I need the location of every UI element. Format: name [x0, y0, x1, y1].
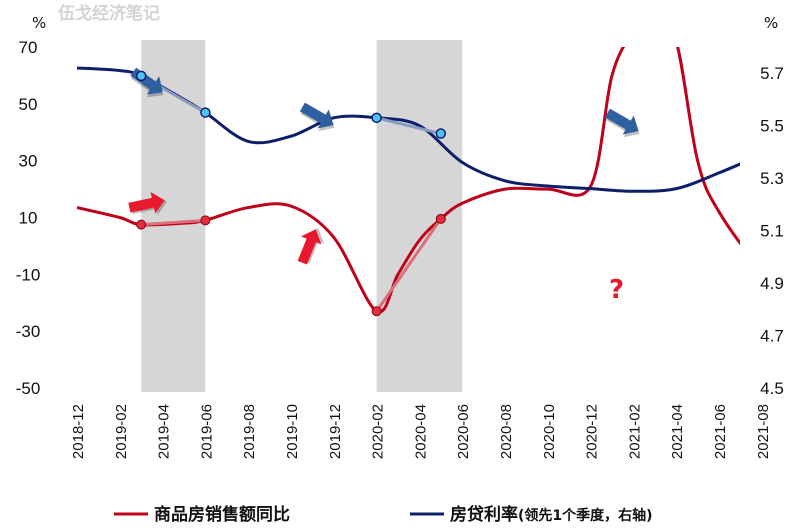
- x-tick-0: 2018-12: [70, 404, 87, 459]
- x-tick-15: 2021-06: [712, 404, 729, 459]
- right-tick-1: 5.5: [760, 117, 784, 136]
- blue-point-0: [135, 70, 147, 82]
- legend-label-sales: 商品房销售额同比: [154, 504, 290, 525]
- x-tick-6: 2019-12: [327, 404, 344, 459]
- red-highlight-0: [139, 218, 207, 227]
- right-axis-ticks: 5.7 5.5 5.3 5.1 4.9 4.7 4.5: [760, 64, 784, 398]
- x-tick-10: 2020-08: [498, 404, 515, 459]
- blue-highlight-1: [375, 116, 443, 136]
- left-tick-4: -10: [16, 265, 41, 284]
- right-tick-2: 5.3: [760, 169, 784, 188]
- shaded-periods: [141, 40, 463, 392]
- x-tick-17: 2021-10: [798, 404, 800, 459]
- arrow-up-2020: [297, 228, 325, 265]
- right-axis-unit: %: [764, 14, 778, 32]
- series-markers: [135, 70, 447, 317]
- series-line-0: [76, 47, 740, 314]
- right-tick-5: 4.7: [760, 327, 784, 346]
- left-tick-0: 70: [19, 38, 38, 57]
- watermark: 伍戈经济笔记: [57, 3, 160, 24]
- shaded-period-1: [376, 40, 463, 392]
- red-point-0: [136, 219, 147, 230]
- red-highlight-1: [375, 217, 443, 313]
- question-annotation: ?: [609, 275, 624, 305]
- x-tick-8: 2020-04: [412, 404, 429, 459]
- x-tick-5: 2019-10: [284, 404, 301, 459]
- x-tick-2: 2019-04: [156, 404, 173, 459]
- x-tick-9: 2020-06: [455, 404, 472, 459]
- arrow-up-2019: [128, 191, 167, 216]
- right-tick-6: 4.5: [760, 379, 784, 398]
- right-tick-3: 5.1: [760, 222, 784, 241]
- blue-point-3: [435, 128, 447, 139]
- left-tick-6: -50: [16, 379, 41, 398]
- blue-point-2: [371, 112, 382, 124]
- left-tick-5: -30: [16, 322, 41, 341]
- legend-label-mortgage-rate-note: (领先1个季度，右轴): [518, 507, 653, 524]
- arrow-down-2020: [299, 102, 335, 132]
- left-tick-3: 10: [19, 209, 38, 228]
- red-point-3: [435, 213, 446, 224]
- x-tick-3: 2019-06: [198, 404, 215, 459]
- left-tick-1: 50: [19, 95, 38, 114]
- legend: 商品房销售额同比 房贷利率(领先1个季度，右轴): [114, 504, 653, 525]
- arrow-down-2022-body: [604, 108, 639, 135]
- x-tick-4: 2019-08: [241, 404, 258, 459]
- x-tick-13: 2021-02: [626, 404, 643, 459]
- right-tick-4: 4.9: [760, 274, 784, 293]
- legend-label-mortgage-rate: 房贷利率(领先1个季度，右轴): [450, 504, 653, 525]
- blue-point-1: [200, 107, 211, 118]
- x-axis-ticks: 2018-12 2019-02 2019-04 2019-06 2019-08 2019-…: [70, 404, 800, 459]
- arrow-down-2020-body: [299, 102, 334, 129]
- left-tick-2: 30: [19, 152, 38, 171]
- red-point-2: [371, 306, 382, 317]
- right-tick-0: 5.7: [760, 64, 784, 83]
- x-tick-11: 2020-10: [541, 404, 558, 459]
- left-axis-ticks: 70 50 30 10 -10 -30 -50: [16, 38, 41, 398]
- red-point-1: [200, 215, 211, 226]
- shaded-period-0: [141, 40, 206, 392]
- series-lines: [76, 47, 740, 314]
- left-axis-unit: %: [32, 14, 46, 32]
- arrow-down-2022: [604, 108, 640, 138]
- x-tick-1: 2019-02: [113, 404, 130, 459]
- legend-label-mortgage-rate-name: 房贷利率: [450, 504, 518, 525]
- x-tick-14: 2021-04: [669, 404, 686, 459]
- x-tick-7: 2020-02: [370, 404, 387, 459]
- arrow-up-2019-body: [128, 191, 165, 214]
- arrow-up-2020-body: [297, 229, 322, 265]
- x-tick-12: 2020-12: [584, 404, 601, 459]
- x-tick-16: 2021-08: [755, 404, 772, 459]
